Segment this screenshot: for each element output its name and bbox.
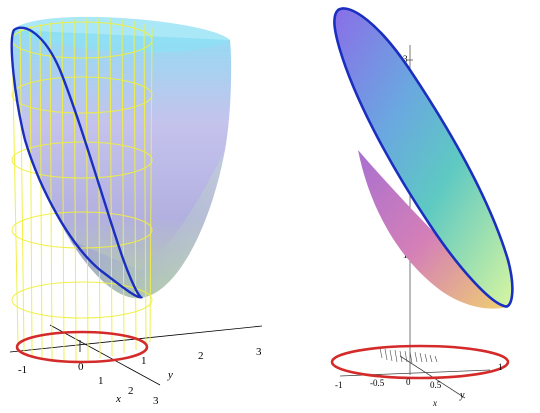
x-tick-label: -0.5 <box>370 378 385 388</box>
x-axis-label: x <box>432 398 437 408</box>
y-tick-label: 3 <box>153 395 159 407</box>
right-plot-svg: 3 2 1 -1 <box>330 7 514 408</box>
x-tick-label: 2 <box>198 350 204 362</box>
intersection-curve <box>10 26 144 299</box>
x-tick-label: 1 <box>498 362 503 372</box>
y-axis-label: y <box>167 369 173 381</box>
left-plot-svg: -1 1 2 3 0 1 2 3 x y <box>9 16 263 407</box>
cylinder-wireframe <box>11 17 153 362</box>
boundary-curve <box>333 7 514 308</box>
x-tick-label: 3 <box>256 346 262 358</box>
y-axis-label: y <box>459 390 465 401</box>
y-tick-label: 1 <box>98 375 104 387</box>
x-axis-label: x <box>115 393 121 405</box>
surface-cap <box>334 8 513 307</box>
base-circle <box>15 330 149 364</box>
x-tick-label: -1 <box>18 364 27 376</box>
y-tick-label: 2 <box>128 385 134 397</box>
left-x-ticks: -1 1 2 3 <box>18 346 262 376</box>
y-tick-label: 0 <box>78 361 84 373</box>
left-y-ticks: 0 1 2 3 <box>78 361 159 407</box>
x-tick-label: -1 <box>335 380 343 390</box>
right-plot-panel: 3 2 1 -1 <box>270 0 540 409</box>
x-tick-label: 1 <box>141 355 147 367</box>
base-hatch <box>379 347 438 364</box>
z-tick-label: 3 <box>403 54 408 64</box>
x-tick-label: 0 <box>406 377 411 387</box>
right-x-ticks: -1 -0.5 0 0.5 1 <box>335 362 503 390</box>
left-plot-panel: -1 1 2 3 0 1 2 3 x y <box>0 0 270 409</box>
x-tick-label: 0.5 <box>430 380 442 390</box>
base-circle <box>330 344 510 380</box>
